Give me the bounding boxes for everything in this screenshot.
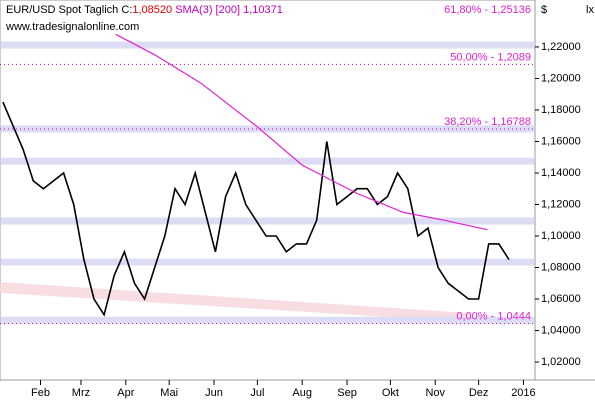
y-tick-label: 1,08000 bbox=[541, 261, 581, 273]
close-value: 1,08520 bbox=[132, 4, 172, 16]
price-zone bbox=[1, 41, 534, 49]
fib-label: 0,00% - 1,0444 bbox=[456, 311, 531, 323]
x-tick-label: Feb bbox=[31, 387, 50, 399]
y-tick-label: 1,16000 bbox=[541, 135, 581, 147]
x-tick-label: Mai bbox=[160, 387, 178, 399]
x-tick-label: Apr bbox=[117, 387, 134, 399]
close-label: C: bbox=[121, 4, 132, 16]
y-tick-label: 1,20000 bbox=[541, 72, 581, 84]
fib-label: 61,80% - 1,25136 bbox=[444, 4, 531, 16]
currency: $ bbox=[541, 4, 547, 16]
y-tick-label: 1,12000 bbox=[541, 198, 581, 210]
period: Taglich bbox=[84, 4, 118, 16]
x-tick-label: Jul bbox=[250, 387, 264, 399]
y-tick-label: 1,04000 bbox=[541, 324, 581, 336]
x-tick-label: 2016 bbox=[511, 387, 535, 399]
price-zone bbox=[1, 316, 534, 324]
price-zone bbox=[1, 258, 534, 266]
trend-channel bbox=[0, 282, 470, 322]
y-tick-label: 1,22000 bbox=[541, 41, 581, 53]
source: www.tradesignalonline.com bbox=[5, 21, 139, 33]
x-tick-label: Jun bbox=[205, 387, 223, 399]
series-line bbox=[2, 101, 510, 317]
y-tick-label: 1,18000 bbox=[541, 104, 581, 116]
price-zone bbox=[1, 125, 534, 133]
y-tick-label: 1,02000 bbox=[541, 356, 581, 368]
x-tick-label: Nov bbox=[425, 387, 445, 399]
header: EUR/USD Spot Taglich C:1,08520 SMA(3) [2… bbox=[6, 4, 283, 16]
corner-label: lx bbox=[586, 4, 594, 16]
x-tick-label: Okt bbox=[382, 387, 399, 399]
y-tick-label: 1,10000 bbox=[541, 230, 581, 242]
indicator: SMA(3) [200] bbox=[175, 4, 240, 16]
fib-label: 50,00% - 1,2089 bbox=[450, 51, 531, 63]
x-tick-label: Aug bbox=[292, 387, 312, 399]
fib-label: 38,20% - 1,16788 bbox=[444, 116, 531, 128]
price-zone bbox=[1, 217, 534, 225]
price-zone bbox=[1, 157, 534, 165]
x-tick-label: Dez bbox=[469, 387, 489, 399]
x-tick-label: Sep bbox=[337, 387, 357, 399]
indicator-value: 1,10371 bbox=[243, 4, 283, 16]
y-tick-label: 1,06000 bbox=[541, 293, 581, 305]
series-line bbox=[115, 33, 488, 231]
x-tick-label: Mrz bbox=[72, 387, 90, 399]
y-tick-label: 1,14000 bbox=[541, 167, 581, 179]
symbol: EUR/USD Spot bbox=[6, 4, 81, 16]
